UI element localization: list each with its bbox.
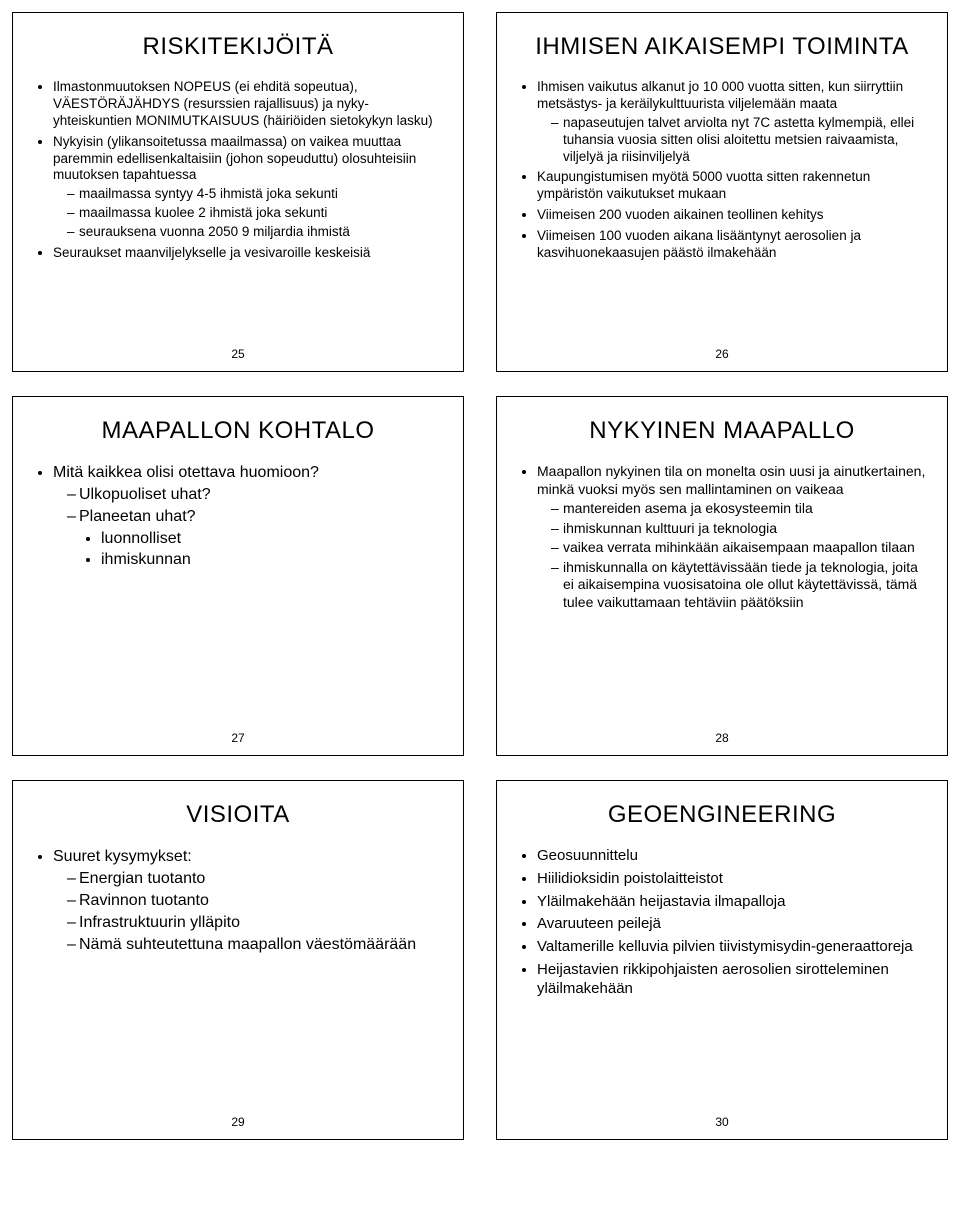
slide-title: GEOENGINEERING — [515, 801, 929, 829]
bullet: Avaruuteen peilejä — [537, 915, 929, 934]
slide-content: Maapallon nykyinen tila on monelta osin … — [515, 463, 929, 725]
bullet: Valtamerille kelluvia pilvien tiivistymi… — [537, 938, 929, 957]
bullet: Maapallon nykyinen tila on monelta osin … — [537, 463, 929, 611]
slide-content: Ihmisen vaikutus alkanut jo 10 000 vuott… — [515, 79, 929, 341]
slide-29: VISIOITA Suuret kysymykset: Energian tuo… — [12, 780, 464, 1140]
page-number: 29 — [31, 1109, 445, 1131]
bullet: Viimeisen 200 vuoden aikainen teollinen … — [537, 207, 929, 224]
bullet: Ilmastonmuutoksen NOPEUS (ei ehditä sope… — [53, 79, 445, 130]
sub-bullet: Energian tuotanto — [67, 869, 445, 889]
slide-title: RISKITEKIJÖITÄ — [31, 33, 445, 61]
sub-bullet-text: Planeetan uhat? — [79, 508, 196, 525]
sub-bullet: Planeetan uhat? luonnolliset ihmiskunnan — [67, 507, 445, 570]
bullet: Ihmisen vaikutus alkanut jo 10 000 vuott… — [537, 79, 929, 165]
bullet-text: Ihmisen vaikutus alkanut jo 10 000 vuott… — [537, 79, 903, 111]
bullet-text: Maapallon nykyinen tila on monelta osin … — [537, 463, 925, 497]
bullet: Suuret kysymykset: Energian tuotanto Rav… — [53, 847, 445, 955]
slide-title: VISIOITA — [31, 801, 445, 829]
slide-content: Mitä kaikkea olisi otettava huomioon? Ul… — [31, 463, 445, 725]
sub-bullet: vaikea verrata mihinkään aikaisempaan ma… — [551, 539, 929, 557]
page-number: 30 — [515, 1109, 929, 1131]
slide-30: GEOENGINEERING Geosuunnittelu Hiilidioks… — [496, 780, 948, 1140]
slide-content: Geosuunnittelu Hiilidioksidin poistolait… — [515, 847, 929, 1109]
sub-bullet: Ravinnon tuotanto — [67, 891, 445, 911]
slide-grid: RISKITEKIJÖITÄ Ilmastonmuutoksen NOPEUS … — [12, 12, 948, 1140]
sub-bullet: Ulkopuoliset uhat? — [67, 485, 445, 505]
slide-content: Ilmastonmuutoksen NOPEUS (ei ehditä sope… — [31, 79, 445, 341]
sub-bullet: Infrastruktuurin ylläpito — [67, 913, 445, 933]
page-number: 28 — [515, 725, 929, 747]
page-number: 27 — [31, 725, 445, 747]
slide-28: NYKYINEN MAAPALLO Maapallon nykyinen til… — [496, 396, 948, 756]
sub-bullet: napaseutujen talvet arviolta nyt 7C aste… — [551, 115, 929, 166]
bullet: Seuraukset maanviljelykselle ja vesivaro… — [53, 245, 445, 262]
page-number: 25 — [31, 341, 445, 363]
sub-bullet: maailmassa kuolee 2 ihmistä joka sekunti — [67, 205, 445, 222]
slide-title: MAAPALLON KOHTALO — [31, 417, 445, 445]
bullet: Yläilmakehään heijastavia ilmapalloja — [537, 893, 929, 912]
bullet-text: Nykyisin (ylikansoitetussa maailmassa) o… — [53, 134, 416, 183]
slide-title: NYKYINEN MAAPALLO — [515, 417, 929, 445]
bullet: Mitä kaikkea olisi otettava huomioon? Ul… — [53, 463, 445, 570]
bullet: Viimeisen 100 vuoden aikana lisääntynyt … — [537, 228, 929, 262]
bullet: Kaupungistumisen myötä 5000 vuotta sitte… — [537, 169, 929, 203]
bullet: Geosuunnittelu — [537, 847, 929, 866]
bullet: Hiilidioksidin poistolaitteistot — [537, 870, 929, 889]
slide-27: MAAPALLON KOHTALO Mitä kaikkea olisi ote… — [12, 396, 464, 756]
subsub-bullet: luonnolliset — [101, 529, 445, 549]
slide-26: IHMISEN AIKAISEMPI TOIMINTA Ihmisen vaik… — [496, 12, 948, 372]
slide-title: IHMISEN AIKAISEMPI TOIMINTA — [515, 33, 929, 61]
bullet: Nykyisin (ylikansoitetussa maailmassa) o… — [53, 134, 445, 241]
sub-bullet: ihmiskunnan kulttuuri ja teknologia — [551, 520, 929, 538]
sub-bullet: seurauksena vuonna 2050 9 miljardia ihmi… — [67, 224, 445, 241]
sub-bullet: Nämä suhteutettuna maapallon väestömäärä… — [67, 935, 445, 955]
bullet: Heijastavien rikkipohjaisten aerosolien … — [537, 961, 929, 999]
sub-bullet: maailmassa syntyy 4-5 ihmistä joka sekun… — [67, 186, 445, 203]
subsub-bullet: ihmiskunnan — [101, 550, 445, 570]
sub-bullet: ihmiskunnalla on käytettävissään tiede j… — [551, 559, 929, 612]
sub-bullet: mantereiden asema ja ekosysteemin tila — [551, 500, 929, 518]
page-number: 26 — [515, 341, 929, 363]
bullet-text: Suuret kysymykset: — [53, 848, 192, 865]
bullet-text: Mitä kaikkea olisi otettava huomioon? — [53, 464, 319, 481]
slide-25: RISKITEKIJÖITÄ Ilmastonmuutoksen NOPEUS … — [12, 12, 464, 372]
slide-content: Suuret kysymykset: Energian tuotanto Rav… — [31, 847, 445, 1109]
